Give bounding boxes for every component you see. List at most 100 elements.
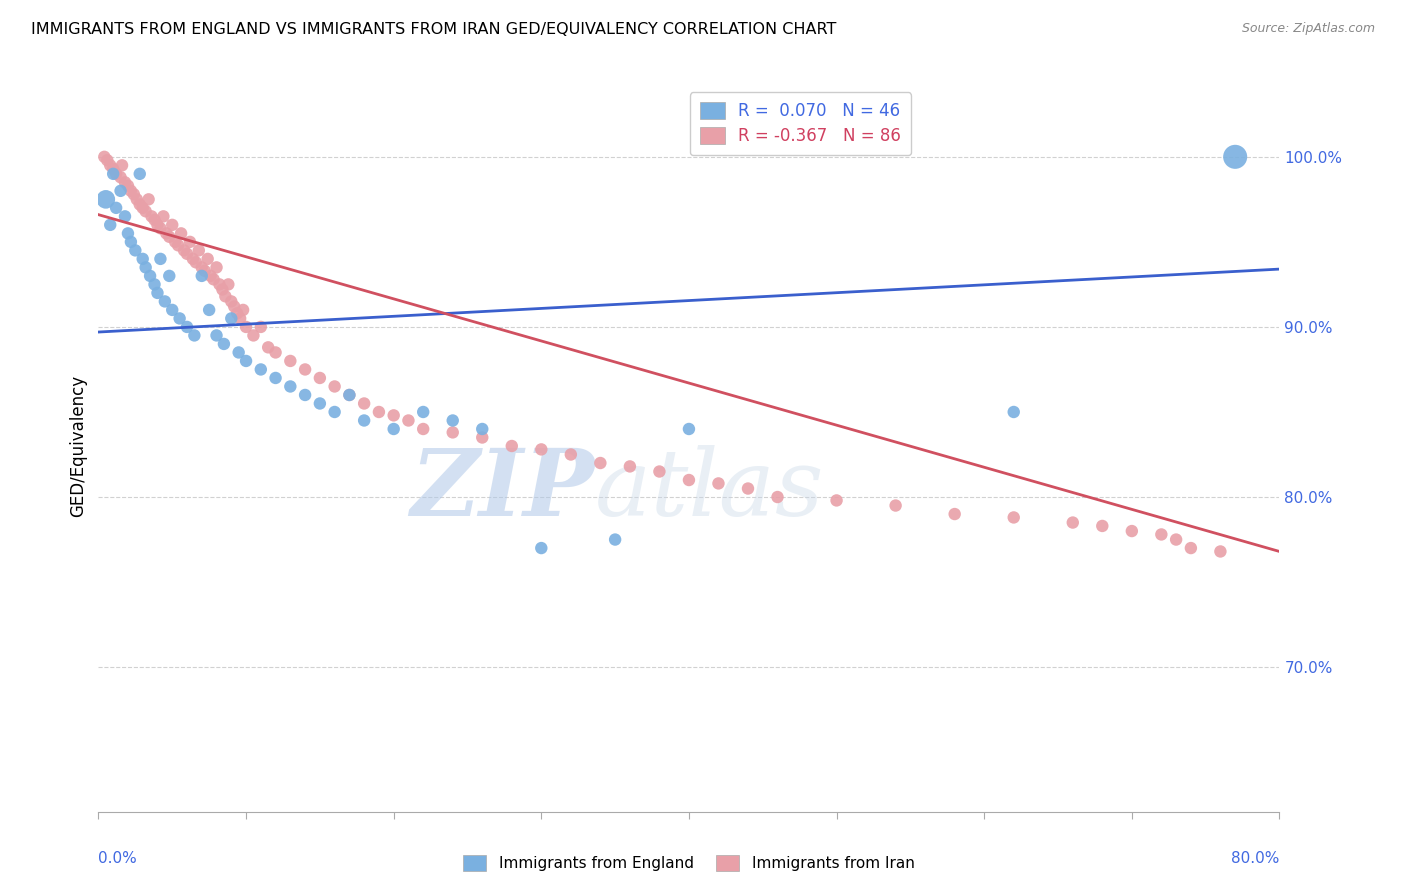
Point — [94, 192, 117, 206]
Point — [1166, 533, 1188, 547]
Point — [132, 252, 155, 266]
Point — [678, 473, 700, 487]
Point — [93, 150, 115, 164]
Point — [323, 379, 346, 393]
Point — [152, 210, 174, 224]
Point — [1062, 516, 1084, 530]
Point — [1150, 527, 1173, 541]
Point — [139, 268, 162, 283]
Point — [146, 218, 169, 232]
Point — [103, 161, 125, 176]
Point — [198, 302, 221, 317]
Point — [117, 227, 139, 241]
Point — [560, 448, 582, 462]
Point — [191, 260, 214, 275]
Point — [157, 268, 180, 283]
Point — [162, 218, 183, 232]
Point — [323, 405, 346, 419]
Point — [105, 201, 128, 215]
Point — [678, 422, 700, 436]
Point — [1002, 510, 1025, 524]
Point — [294, 362, 316, 376]
Point — [368, 405, 391, 419]
Point — [153, 294, 176, 309]
Point — [224, 300, 246, 314]
Point — [132, 201, 155, 215]
Point — [114, 210, 136, 224]
Point — [135, 260, 157, 275]
Point — [176, 247, 198, 261]
Point — [471, 430, 494, 444]
Point — [135, 204, 157, 219]
Point — [176, 320, 198, 334]
Point — [149, 221, 172, 235]
Point — [143, 212, 166, 227]
Point — [382, 409, 405, 423]
Point — [202, 272, 225, 286]
Point — [242, 328, 264, 343]
Point — [619, 459, 641, 474]
Point — [250, 320, 273, 334]
Text: 80.0%: 80.0% — [1232, 851, 1279, 865]
Point — [264, 371, 287, 385]
Point — [605, 533, 627, 547]
Point — [149, 252, 172, 266]
Point — [1091, 519, 1114, 533]
Point — [197, 252, 219, 266]
Point — [441, 413, 464, 427]
Point — [194, 264, 217, 278]
Point — [766, 490, 789, 504]
Point — [98, 218, 121, 232]
Point — [181, 252, 204, 266]
Point — [501, 439, 523, 453]
Point — [205, 328, 228, 343]
Point — [125, 192, 148, 206]
Point — [530, 541, 553, 555]
Point — [114, 175, 136, 189]
Point — [98, 158, 121, 172]
Point — [169, 311, 191, 326]
Text: 0.0%: 0.0% — [98, 851, 138, 865]
Point — [157, 229, 180, 244]
Point — [117, 178, 139, 193]
Point — [737, 482, 759, 496]
Legend: Immigrants from England, Immigrants from Iran: Immigrants from England, Immigrants from… — [457, 849, 921, 877]
Point — [441, 425, 464, 440]
Point — [707, 476, 730, 491]
Point — [162, 302, 183, 317]
Point — [264, 345, 287, 359]
Point — [412, 405, 434, 419]
Point — [165, 235, 187, 249]
Point — [128, 197, 150, 211]
Point — [353, 396, 375, 410]
Point — [226, 306, 249, 320]
Point — [141, 210, 163, 224]
Point — [124, 244, 146, 258]
Point — [173, 244, 195, 258]
Point — [884, 499, 907, 513]
Point — [120, 184, 142, 198]
Point — [110, 170, 132, 185]
Point — [412, 422, 434, 436]
Point — [103, 167, 125, 181]
Point — [111, 158, 134, 172]
Point — [122, 187, 145, 202]
Point — [217, 277, 239, 292]
Point — [229, 311, 252, 326]
Point — [280, 354, 302, 368]
Point — [221, 294, 243, 309]
Text: ZIP: ZIP — [411, 445, 595, 535]
Point — [143, 277, 166, 292]
Point — [825, 493, 848, 508]
Point — [530, 442, 553, 457]
Point — [250, 362, 273, 376]
Point — [1121, 524, 1143, 538]
Point — [184, 255, 207, 269]
Point — [648, 465, 671, 479]
Point — [235, 320, 257, 334]
Point — [146, 285, 169, 300]
Point — [353, 413, 375, 427]
Text: Source: ZipAtlas.com: Source: ZipAtlas.com — [1241, 22, 1375, 36]
Point — [309, 396, 332, 410]
Point — [208, 277, 231, 292]
